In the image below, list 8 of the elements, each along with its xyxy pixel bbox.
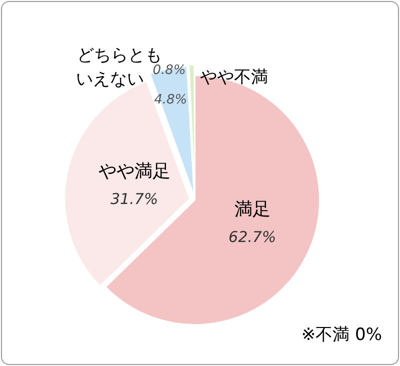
data-label: 31.7%	[110, 190, 158, 208]
data-label: 62.7%	[228, 228, 276, 246]
slice-label: やや満足	[98, 160, 170, 182]
slice-label: 満足	[234, 198, 270, 220]
data-label: 0.8%	[152, 62, 186, 78]
data-label: 4.8%	[154, 92, 188, 108]
slice-label: やや不満	[200, 67, 268, 88]
text: ※不満 0%	[301, 324, 382, 346]
